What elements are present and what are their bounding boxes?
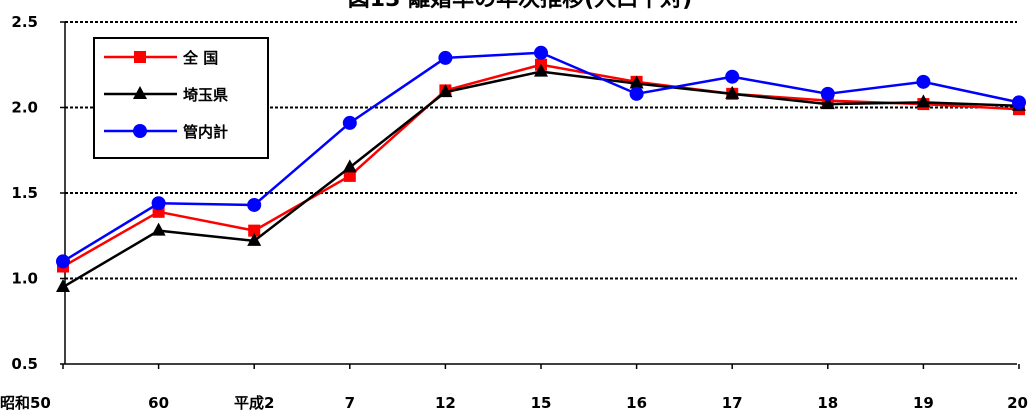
data-point-triangle xyxy=(820,96,835,110)
legend-label: 埼玉県 xyxy=(183,86,228,104)
y-tick-label: 2.0 xyxy=(11,99,38,117)
data-point-square xyxy=(248,224,261,237)
y-tick-label: 2.5 xyxy=(11,13,38,31)
data-point-triangle xyxy=(725,85,740,99)
chart-title: 図13 離婚率の年次推移(人口千対) xyxy=(348,0,692,12)
x-tick-labels: 昭和50 60 平成2 7 12 15 16 17 18 19 20 xyxy=(0,394,1028,412)
y-tick-label: 1.0 xyxy=(11,270,38,288)
data-point-triangle xyxy=(438,84,453,98)
data-point-circle xyxy=(1012,95,1026,110)
data-point-circle xyxy=(629,86,644,101)
x-tick-label: 60 xyxy=(148,394,169,412)
x-tick-label: 19 xyxy=(913,394,934,412)
x-tick-label: 7 xyxy=(345,394,355,412)
x-tick-label: 昭和50 xyxy=(0,394,51,412)
data-point-square xyxy=(343,169,356,182)
x-tick-label: 平成2 xyxy=(234,394,274,412)
data-point-circle xyxy=(247,197,262,212)
data-point-triangle xyxy=(534,63,548,77)
y-tick-labels: 0.5 1.0 1.5 2.0 2.5 xyxy=(11,13,38,373)
x-tick-label: 12 xyxy=(435,394,456,412)
x-tick-label: 15 xyxy=(531,394,552,412)
series-group xyxy=(56,45,1026,293)
data-point-circle xyxy=(151,196,166,211)
data-point-circle xyxy=(342,115,357,130)
data-point-circle xyxy=(133,124,147,138)
data-point-triangle xyxy=(56,279,70,293)
data-point-circle xyxy=(916,74,931,89)
grid-lines xyxy=(65,21,1017,280)
data-point-circle xyxy=(438,50,453,65)
data-point-square xyxy=(134,51,146,63)
data-point-triangle xyxy=(629,75,644,89)
data-point-circle xyxy=(725,69,740,84)
data-point-triangle xyxy=(247,232,262,246)
x-tick-label: 20 xyxy=(1007,394,1028,412)
axes xyxy=(60,21,1020,369)
data-point-triangle xyxy=(151,222,166,236)
data-point-triangle xyxy=(342,159,357,173)
data-point-triangle xyxy=(133,86,147,99)
data-point-circle xyxy=(820,86,835,101)
legend-label: 管内計 xyxy=(183,123,228,141)
x-tick-label: 16 xyxy=(626,394,647,412)
y-tick-label: 1.5 xyxy=(11,184,38,202)
data-point-circle xyxy=(56,254,70,269)
data-point-circle xyxy=(534,45,548,60)
legend-label: 全 国 xyxy=(182,49,218,67)
y-tick-label: 0.5 xyxy=(11,355,38,373)
x-tick-label: 17 xyxy=(722,394,743,412)
x-tick-label: 18 xyxy=(817,394,838,412)
data-point-triangle xyxy=(916,94,931,108)
